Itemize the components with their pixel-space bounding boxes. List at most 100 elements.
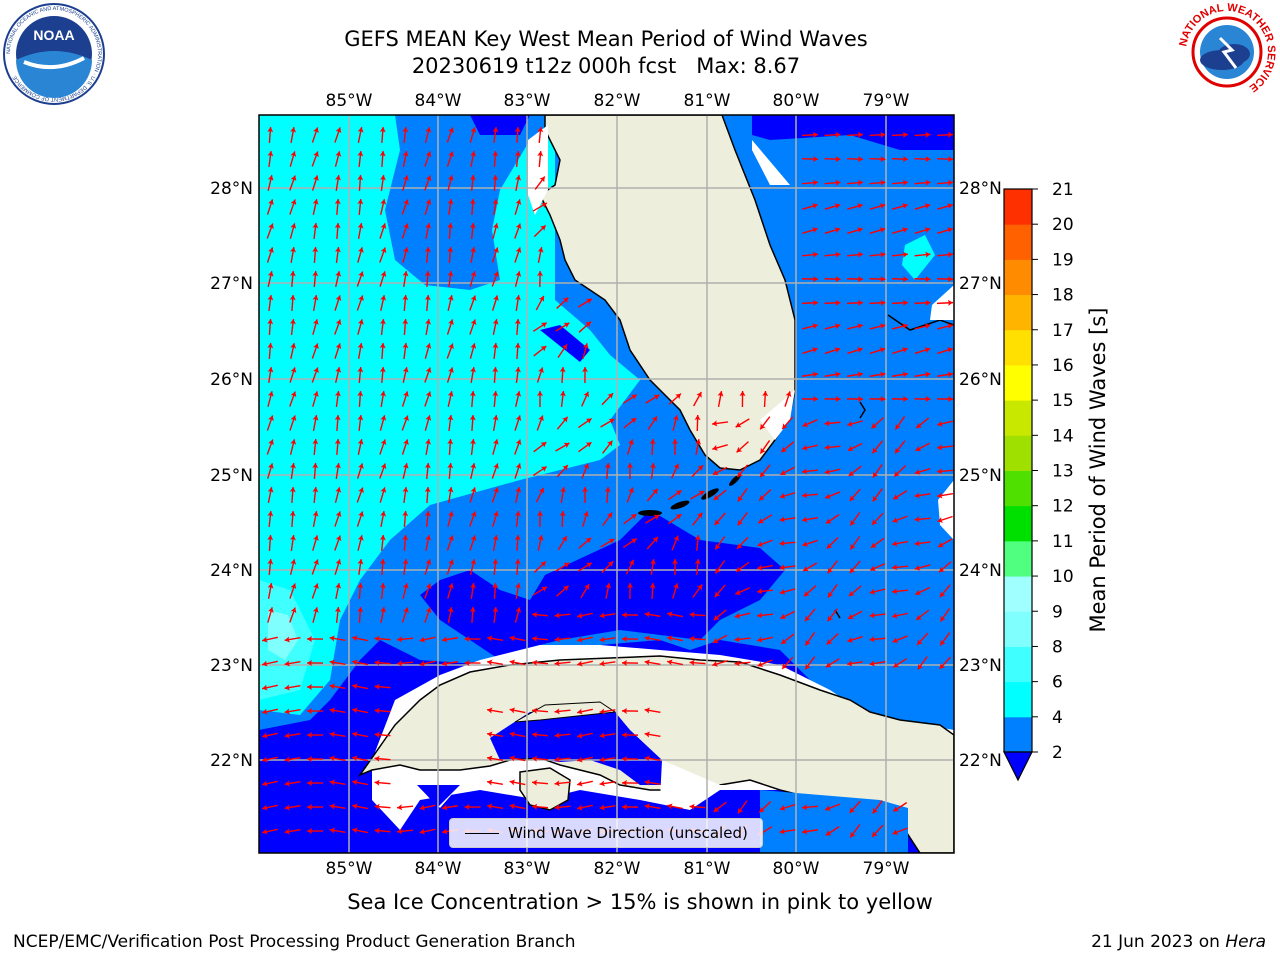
direction-arrow [469, 319, 477, 335]
direction-arrow [937, 515, 953, 523]
direction-arrow [577, 562, 593, 572]
direction-arrow [869, 396, 886, 403]
direction-arrow [396, 804, 414, 811]
direction-arrow [357, 247, 364, 263]
direction-arrow [872, 800, 883, 814]
direction-arrow [536, 415, 544, 431]
direction-arrow [802, 419, 818, 427]
direction-arrow [379, 366, 386, 384]
direction-arrow [735, 561, 750, 573]
direction-arrow [621, 611, 639, 618]
direction-arrow [937, 323, 953, 330]
direction-arrow [311, 127, 319, 143]
direction-arrow [555, 442, 570, 452]
direction-arrow [514, 271, 522, 287]
direction-arrow [601, 560, 614, 574]
direction-arrow [401, 607, 409, 623]
direction-arrow [577, 732, 593, 739]
direction-arrow [379, 150, 386, 168]
direction-arrow [515, 582, 521, 600]
direction-arrow [447, 391, 454, 407]
direction-arrow [871, 417, 884, 429]
direction-arrow [334, 319, 342, 335]
direction-arrow [537, 150, 544, 168]
direction-arrow [534, 176, 546, 190]
direction-arrow [581, 463, 589, 479]
direction-arrow [531, 635, 549, 642]
direction-arrow [621, 779, 639, 786]
direction-arrow [486, 755, 504, 762]
direction-arrow [578, 537, 592, 549]
direction-arrow [537, 270, 544, 288]
direction-arrow [491, 271, 499, 287]
direction-arrow [329, 707, 346, 714]
direction-arrow [402, 175, 409, 191]
direction-arrow [846, 131, 864, 138]
direction-arrow [869, 612, 886, 619]
direction-arrow [357, 319, 364, 335]
direction-arrow [939, 608, 951, 622]
direction-arrow [891, 179, 909, 186]
direction-arrow [871, 824, 884, 838]
latitude-label-right: 23°N [959, 656, 1002, 676]
direction-arrow [492, 174, 499, 192]
direction-arrow [936, 179, 954, 186]
direction-arrow [692, 512, 703, 526]
direction-arrow [847, 442, 863, 452]
direction-arrow [758, 800, 772, 814]
direction-arrow [644, 803, 661, 810]
direction-arrow [801, 276, 819, 283]
direction-arrow [262, 660, 278, 667]
direction-arrow [581, 391, 589, 407]
direction-arrow [759, 416, 771, 430]
direction-arrow [514, 150, 521, 168]
direction-arrow [356, 295, 364, 311]
direction-arrow [379, 558, 386, 576]
direction-arrow [872, 464, 883, 478]
direction-arrow [267, 271, 274, 287]
direction-arrow [891, 396, 909, 403]
direction-arrow [644, 731, 661, 738]
direction-arrow [491, 247, 499, 263]
direction-arrow [357, 223, 364, 239]
direction-arrow [847, 323, 863, 330]
direction-arrow [914, 516, 931, 523]
direction-arrow [425, 223, 432, 239]
map-title: GEFS MEAN Key West Mean Period of Wind W… [344, 27, 868, 51]
direction-arrow [379, 439, 387, 455]
direction-arrow [915, 417, 930, 429]
direction-arrow [312, 486, 319, 504]
direction-arrow [446, 367, 454, 383]
direction-arrow [599, 660, 616, 667]
direction-arrow [401, 415, 409, 431]
direction-arrow [937, 538, 953, 548]
direction-arrow [870, 537, 885, 549]
direction-arrow [802, 539, 818, 547]
direction-arrow [824, 371, 841, 378]
direction-arrow [577, 780, 593, 787]
direction-arrow [801, 179, 819, 186]
direction-arrow [626, 487, 634, 503]
direction-arrow [846, 251, 864, 258]
direction-arrow [492, 535, 499, 551]
direction-arrow [533, 441, 547, 453]
direction-arrow [289, 415, 297, 431]
direction-arrow [559, 486, 566, 504]
colorbar-tick-label: 13 [1052, 462, 1074, 482]
direction-arrow [668, 513, 682, 525]
direction-arrow [891, 564, 909, 571]
direction-arrow [289, 294, 296, 312]
direction-arrow [846, 371, 864, 378]
direction-arrow [379, 174, 386, 192]
sea-ice-note: Sea Ice Concentration > 15% is shown in … [347, 890, 933, 914]
direction-arrow [691, 464, 704, 478]
colorbar-band [1004, 681, 1032, 718]
direction-arrow [402, 486, 409, 504]
direction-arrow [537, 247, 544, 263]
direction-arrow [334, 295, 342, 311]
direction-arrow [447, 270, 454, 288]
direction-arrow [577, 298, 593, 308]
direction-arrow [334, 438, 341, 456]
noaa-logo: NOAA NATIONAL OCEANIC AND ATMOSPHERIC AD… [3, 3, 105, 105]
colorbar-tick-label: 9 [1052, 602, 1063, 622]
